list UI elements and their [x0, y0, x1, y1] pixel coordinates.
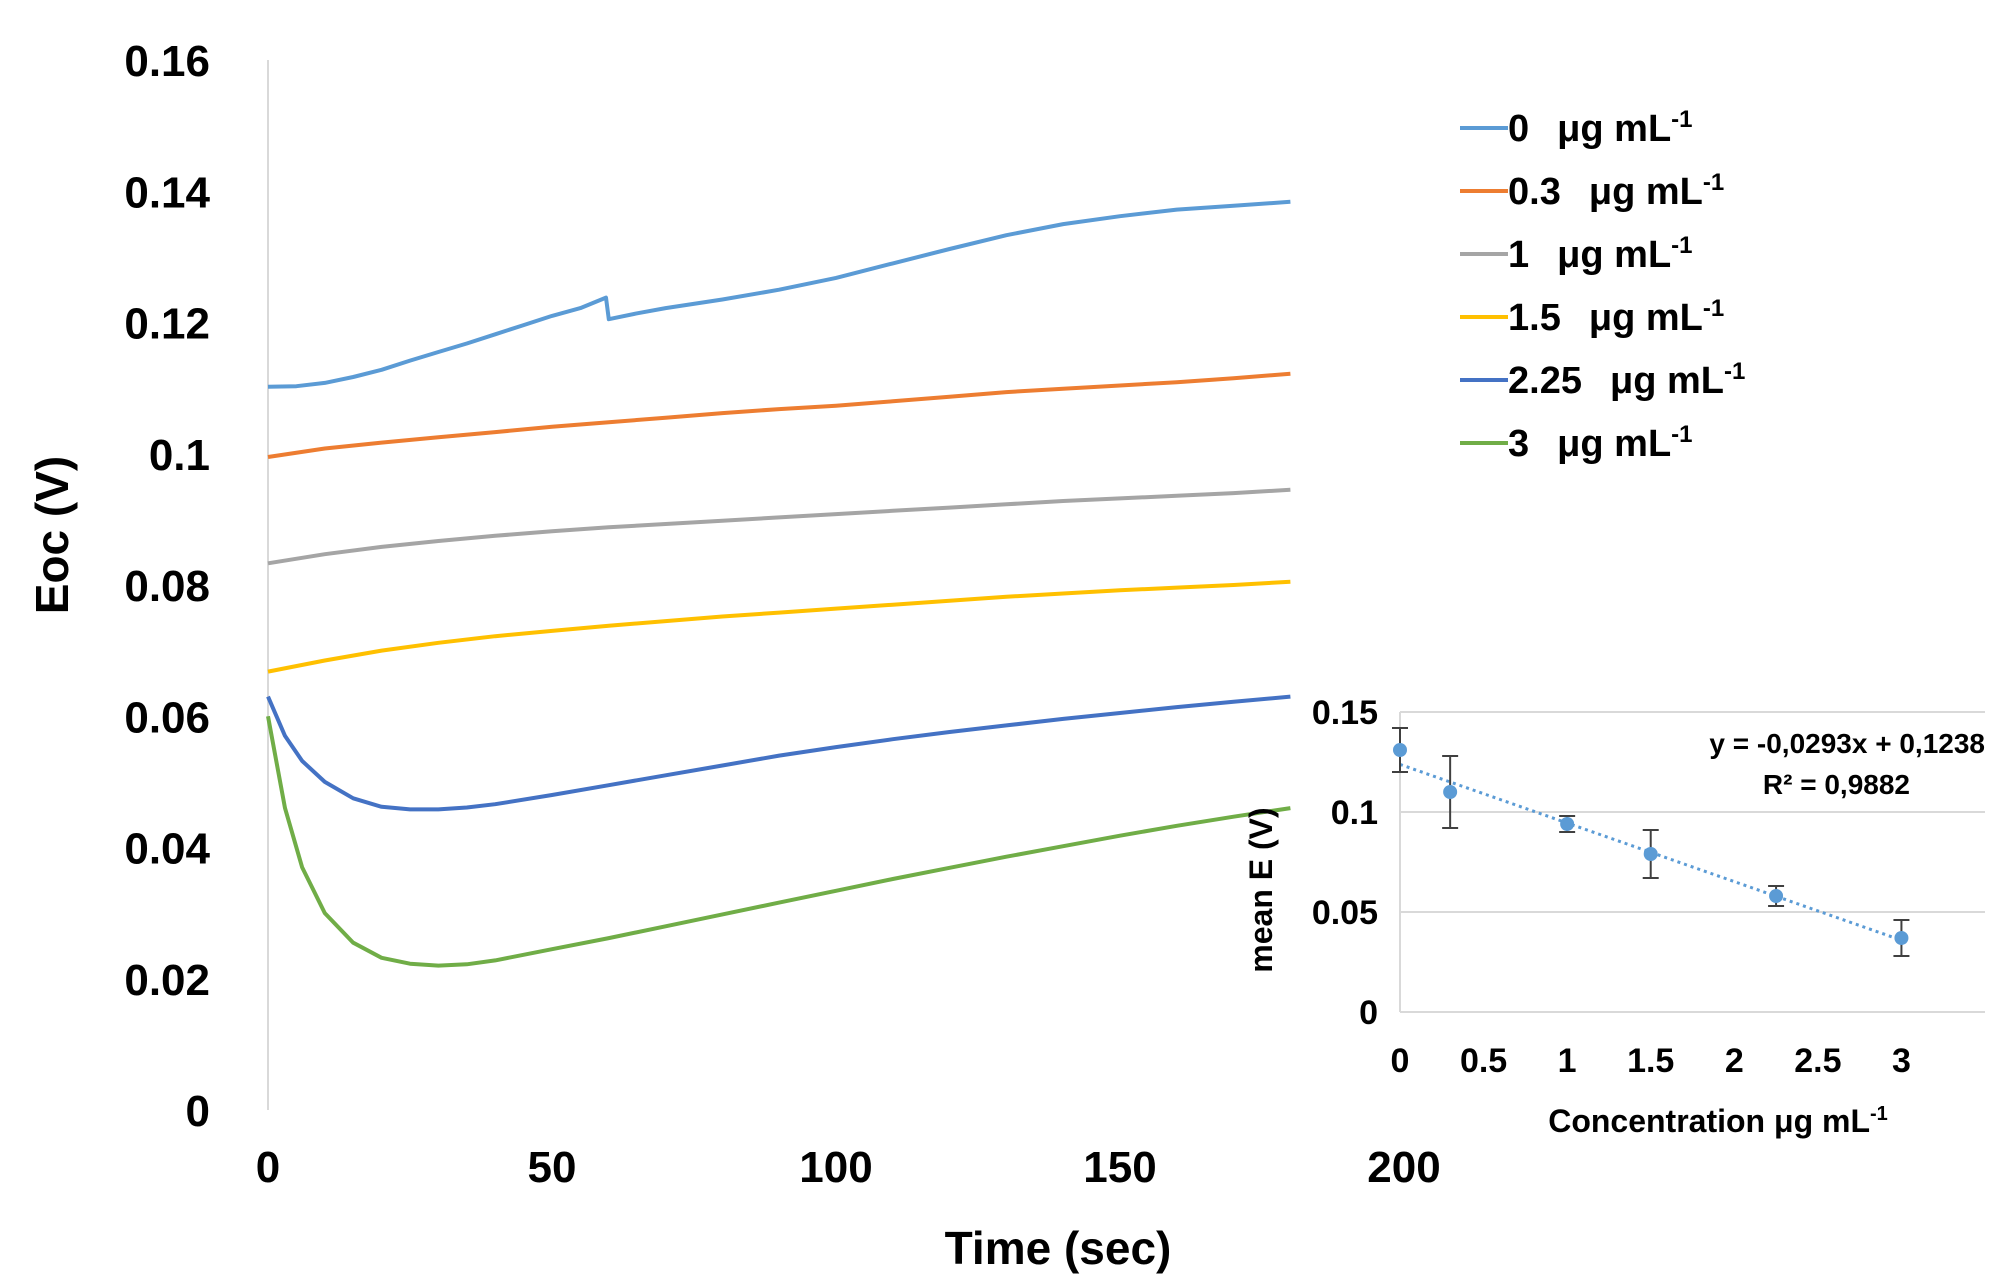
series-line-1 — [267, 487, 1291, 566]
legend-value: 0 — [1508, 108, 1529, 150]
data-point — [1393, 743, 1407, 757]
y-tick-label: 0.02 — [124, 956, 210, 1005]
legend-label: 1 μg mL-1 — [1508, 232, 1693, 276]
inset-x-tick-label: 3 — [1892, 1042, 1911, 1080]
inset-x-tick-label: 0.5 — [1460, 1042, 1507, 1080]
main-y-tick-labels: 0 0.02 0.04 0.06 0.08 0.1 0.12 0.14 0.16 — [124, 37, 210, 1136]
x-tick-label: 50 — [528, 1143, 577, 1192]
legend-label: 1.5 μg mL-1 — [1508, 295, 1724, 339]
inset-x-tick-label: 0 — [1391, 1042, 1410, 1080]
series-line-0.3 — [267, 371, 1291, 459]
inset-x-tick-label: 2.5 — [1794, 1042, 1841, 1080]
data-point — [1894, 931, 1909, 945]
y-tick-label: 0.16 — [124, 37, 210, 86]
y-tick-label: 0.04 — [124, 825, 210, 874]
inset-x-tick-label: 1.5 — [1627, 1042, 1674, 1080]
inset-y-tick-labels: 0 0.05 0.1 0.15 — [1312, 694, 1378, 1032]
inset-x-axis-title-sup: -1 — [1870, 1103, 1888, 1125]
legend-unit-sup: -1 — [1671, 232, 1692, 259]
legend-value: 2.25 — [1508, 360, 1582, 402]
y-axis-title: Eoc (V) — [26, 456, 78, 614]
x-axis-title: Time (sec) — [945, 1222, 1172, 1274]
y-tick-label: 0.06 — [124, 693, 210, 742]
inset-x-axis-title: Concentration μg mL-1 — [1548, 1103, 1888, 1139]
inset-x-tick-labels: 0 0.5 1 1.5 2 2.5 3 — [1391, 1042, 1911, 1080]
inset-y-tick-label: 0 — [1359, 994, 1378, 1032]
legend: 0 μg mL-10.3 μg mL-11 μg mL-11.5 μg mL-12.25… — [1460, 106, 1745, 465]
inset-x-tick-label: 1 — [1558, 1042, 1577, 1080]
main-series-lines — [266, 199, 1291, 968]
inset-data-points — [1392, 727, 1910, 957]
legend-label: 2.25 μg mL-1 — [1508, 358, 1745, 402]
data-point — [1560, 817, 1575, 831]
main-x-tick-labels: 0 50 100 150 200 — [256, 1143, 1441, 1192]
legend-unit-sup: -1 — [1724, 358, 1745, 385]
inset-y-tick-label: 0.15 — [1312, 694, 1378, 732]
inset-chart: 0 0.05 0.1 0.15 0 0.5 1 1.5 2 2.5 3 y = -0,0293x … — [1243, 694, 1989, 1139]
legend-label: 0.3 μg mL-1 — [1508, 169, 1724, 213]
legend-unit-sup: -1 — [1671, 421, 1692, 448]
legend-unit-sup: -1 — [1703, 169, 1724, 196]
inset-x-axis-title-text: Concentration μg mL — [1548, 1103, 1870, 1139]
x-tick-label: 100 — [799, 1143, 872, 1192]
legend-value: 1 — [1508, 234, 1529, 276]
series-line-3 — [266, 715, 1291, 968]
inset-x-tick-label: 2 — [1725, 1042, 1744, 1080]
x-tick-label: 0 — [256, 1143, 280, 1192]
legend-unit: μg mL — [1589, 171, 1703, 213]
legend-unit: μg mL — [1589, 297, 1703, 339]
x-tick-label: 200 — [1367, 1143, 1440, 1192]
trendline-equation: y = -0,0293x + 0,1238 — [1709, 728, 1985, 759]
legend-label: 0 μg mL-1 — [1508, 106, 1693, 150]
y-tick-label: 0.12 — [124, 300, 210, 349]
legend-label: 3 μg mL-1 — [1508, 421, 1693, 465]
r-squared-label: R² = 0,9882 — [1763, 769, 1910, 800]
y-tick-label: 0.14 — [124, 168, 210, 217]
legend-value: 0.3 — [1508, 171, 1561, 213]
trendline — [1399, 762, 1902, 942]
data-point — [1769, 889, 1784, 903]
legend-unit-sup: -1 — [1703, 295, 1724, 322]
x-tick-label: 150 — [1083, 1143, 1156, 1192]
legend-unit: μg mL — [1557, 234, 1671, 276]
y-tick-label: 0 — [186, 1087, 210, 1136]
inset-y-axis-title: mean E (V) — [1243, 807, 1279, 972]
inset-y-tick-label: 0.1 — [1331, 794, 1378, 832]
legend-unit: μg mL — [1610, 360, 1724, 402]
inset-background — [1396, 706, 1989, 1018]
data-point — [1643, 847, 1658, 861]
y-tick-label: 0.08 — [124, 562, 210, 611]
series-line-1.5 — [267, 579, 1291, 674]
legend-value: 3 — [1508, 423, 1529, 465]
main-chart: 00.020.040.060.080.10.120.140.16 0 50 100 1… — [26, 37, 1745, 1274]
y-tick-label: 0.1 — [149, 431, 210, 480]
legend-unit: μg mL — [1557, 108, 1671, 150]
legend-value: 1.5 — [1508, 297, 1561, 339]
legend-unit: μg mL — [1557, 423, 1671, 465]
inset-y-tick-label: 0.05 — [1312, 894, 1378, 932]
legend-unit-sup: -1 — [1671, 106, 1692, 133]
inset-gridlines — [1400, 711, 1985, 1013]
series-line-2.25 — [266, 694, 1291, 812]
series-line-0 — [267, 199, 1291, 389]
data-point — [1443, 785, 1458, 799]
